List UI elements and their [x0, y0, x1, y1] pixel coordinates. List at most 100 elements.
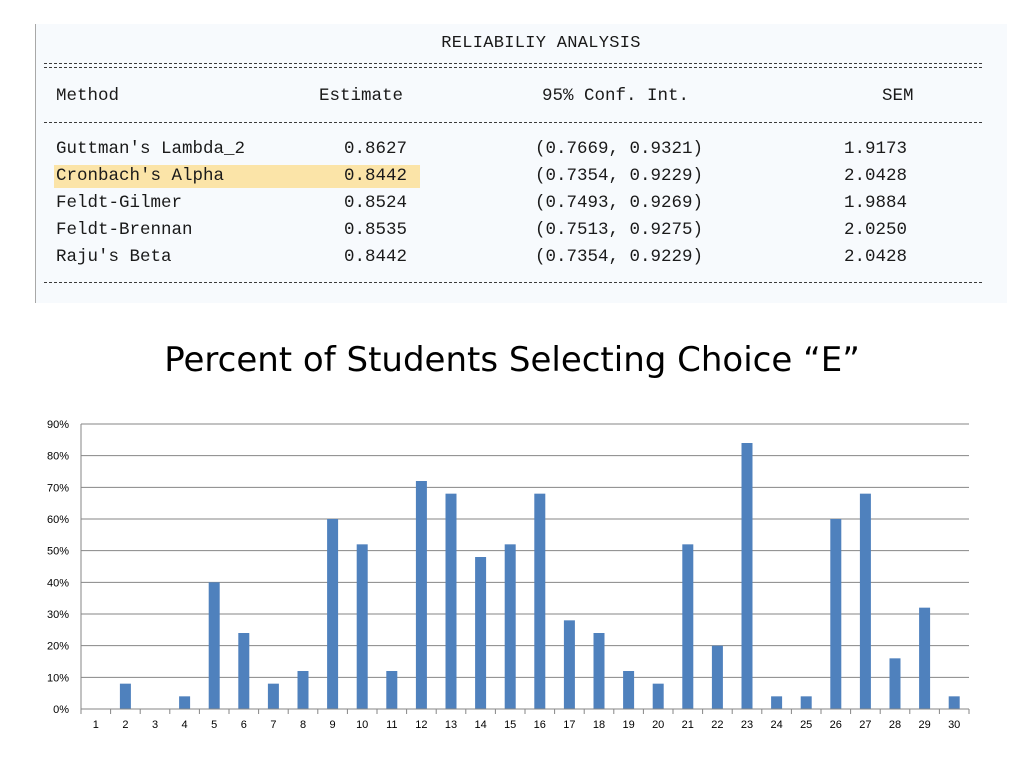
y-tick-label: 40% — [47, 577, 69, 589]
bar — [267, 683, 279, 709]
x-tick-label: 12 — [415, 719, 427, 731]
ci-cell: (0.7354, 0.9229) — [535, 247, 704, 267]
y-tick-label: 70% — [47, 482, 69, 494]
bar — [504, 544, 516, 709]
estimate-cell: 0.8627 — [344, 139, 408, 159]
x-tick-label: 24 — [770, 719, 782, 731]
estimate-cell: 0.8442 — [344, 247, 408, 267]
bar — [297, 671, 309, 709]
x-tick-label: 11 — [386, 719, 397, 731]
sem-cell: 1.9173 — [844, 139, 908, 159]
method-cell: Cronbach's Alpha — [56, 166, 225, 186]
bar — [179, 696, 191, 709]
method-cell: Guttman's Lambda_2 — [56, 139, 246, 159]
double-rule — [44, 63, 982, 68]
x-tick-label: 25 — [800, 719, 812, 731]
x-tick-label: 9 — [330, 719, 336, 731]
x-tick-label: 20 — [652, 719, 664, 731]
y-tick-label: 60% — [47, 514, 69, 526]
header-rule — [44, 122, 982, 123]
bar — [771, 696, 783, 709]
y-tick-label: 30% — [47, 609, 69, 621]
bar — [356, 544, 368, 709]
y-tick-label: 80% — [47, 451, 69, 463]
x-tick-label: 2 — [122, 719, 128, 731]
x-tick-label: 22 — [711, 719, 723, 731]
bar — [475, 557, 487, 709]
bar — [859, 493, 871, 709]
bar — [386, 671, 398, 709]
x-tick-label: 19 — [622, 719, 634, 731]
x-tick-label: 23 — [741, 719, 753, 731]
x-tick-label: 30 — [948, 719, 960, 731]
bar — [652, 683, 664, 709]
x-tick-label: 8 — [300, 719, 306, 731]
ci-cell: (0.7493, 0.9269) — [535, 193, 704, 213]
x-tick-label: 26 — [830, 719, 842, 731]
estimate-cell: 0.8535 — [344, 220, 408, 240]
bar-chart: 0%10%20%30%40%50%60%70%80%90%1 2 3 4 5 6 7 8 9 10… — [47, 419, 970, 731]
y-tick-label: 10% — [47, 672, 69, 684]
x-tick-label: 10 — [356, 719, 368, 731]
y-tick-label: 0% — [53, 704, 69, 716]
x-tick-label: 29 — [918, 719, 930, 731]
bar — [889, 658, 901, 709]
x-tick-label: 16 — [534, 719, 546, 731]
header-estimate: Estimate — [319, 86, 404, 106]
bar — [119, 683, 131, 709]
bar — [208, 582, 220, 709]
bar — [711, 645, 723, 709]
x-tick-label: 28 — [889, 719, 901, 731]
y-tick-label: 50% — [47, 546, 69, 558]
bar — [919, 607, 931, 709]
bar — [415, 481, 427, 709]
x-tick-label: 14 — [474, 719, 486, 731]
x-tick-label: 17 — [563, 719, 575, 731]
x-tick-label: 1 — [93, 719, 99, 731]
y-tick-label: 90% — [47, 419, 69, 431]
y-tick-label: 20% — [47, 641, 69, 653]
sem-cell: 1.9884 — [844, 193, 908, 213]
bar — [534, 493, 546, 709]
ci-cell: (0.7513, 0.9275) — [535, 220, 704, 240]
bar — [682, 544, 694, 709]
sem-cell: 2.0428 — [844, 166, 908, 186]
header-sem: SEM — [882, 86, 914, 106]
x-tick-label: 18 — [593, 719, 605, 731]
highlight-cronbach-row — [54, 165, 420, 188]
sem-cell: 2.0250 — [844, 220, 908, 240]
bar — [623, 671, 635, 709]
bar — [800, 696, 812, 709]
estimate-cell: 0.8442 — [344, 166, 408, 186]
header-ci: 95% Conf. Int. — [542, 86, 690, 106]
bar — [563, 620, 575, 709]
bar — [238, 633, 250, 709]
estimate-cell: 0.8524 — [344, 193, 408, 213]
method-cell: Raju's Beta — [56, 247, 172, 267]
bar — [445, 493, 457, 709]
sem-cell: 2.0428 — [844, 247, 908, 267]
bottom-rule — [44, 282, 982, 283]
reliability-panel: RELIABILIY ANALYSIS Method Estimate 95% … — [35, 24, 1007, 303]
x-tick-label: 7 — [270, 719, 276, 731]
x-tick-label: 13 — [445, 719, 457, 731]
method-cell: Feldt-Brennan — [56, 220, 193, 240]
header-method: Method — [56, 86, 120, 106]
x-tick-label: 4 — [182, 719, 188, 731]
bar — [741, 443, 753, 709]
x-tick-label: 6 — [241, 719, 247, 731]
chart-title: Percent of Students Selecting Choice “E” — [164, 340, 860, 380]
ci-cell: (0.7669, 0.9321) — [535, 139, 704, 159]
x-tick-label: 15 — [504, 719, 516, 731]
x-tick-label: 3 — [152, 719, 158, 731]
bar — [593, 633, 605, 709]
bar — [327, 519, 339, 709]
method-cell: Feldt-Gilmer — [56, 193, 183, 213]
ci-cell: (0.7354, 0.9229) — [535, 166, 704, 186]
x-tick-label: 27 — [859, 719, 871, 731]
x-tick-label: 21 — [682, 719, 694, 731]
bar — [830, 519, 842, 709]
bar — [948, 696, 960, 709]
x-tick-label: 5 — [211, 719, 217, 731]
reliability-title: RELIABILIY ANALYSIS — [441, 34, 641, 53]
